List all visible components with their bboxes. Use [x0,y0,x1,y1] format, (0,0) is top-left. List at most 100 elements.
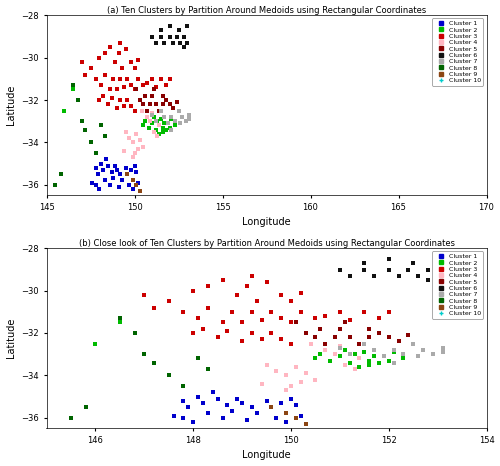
Cluster 3 [189,329,197,337]
Cluster 1 [125,181,133,188]
Cluster 9 [136,187,144,195]
Cluster 9 [124,171,132,178]
Cluster 3 [148,75,156,82]
Cluster 1 [113,166,121,173]
Cluster 6 [384,255,392,263]
Cluster 3 [150,304,158,311]
Cluster 2 [144,124,152,131]
Cluster 3 [106,43,114,51]
Cluster 6 [360,266,368,273]
Cluster 3 [108,94,116,102]
Cluster 4 [136,137,144,144]
Cluster 3 [134,56,142,63]
Cluster 3 [130,107,138,114]
Cluster 2 [370,353,378,360]
Cluster 7 [380,353,388,360]
Cluster 8 [97,122,105,129]
Cluster 1 [238,399,246,406]
Cluster 1 [189,418,197,425]
Cluster 5 [158,92,166,100]
Cluster 5 [172,98,180,106]
Cluster 6 [434,272,442,280]
Cluster 6 [157,33,165,40]
Cluster 3 [92,75,100,82]
Cluster 2 [92,340,100,347]
Cluster 4 [122,128,130,136]
X-axis label: Longitude: Longitude [242,218,291,227]
Cluster 7 [178,113,186,121]
Cluster 6 [424,266,432,273]
Cluster 2 [360,348,368,356]
Cluster 3 [78,58,86,66]
Cluster 4 [302,370,310,377]
Legend: Cluster 1, Cluster 2, Cluster 3, Cluster 4, Cluster 5, Cluster 6, Cluster 7, Clu: Cluster 1, Cluster 2, Cluster 3, Cluster… [432,19,484,86]
Cluster 1 [170,412,177,419]
Cluster 3 [111,58,119,66]
Cluster 5 [316,325,324,333]
Cluster 3 [106,86,114,93]
Cluster 3 [248,272,256,280]
Cluster 7 [168,113,175,121]
Cluster 5 [331,334,339,341]
Cluster 1 [228,408,236,415]
Cluster 3 [127,82,135,89]
Cluster 2 [171,122,179,129]
Cluster 3 [321,312,329,320]
Cluster 1 [199,399,207,406]
Cluster 1 [268,404,276,411]
Cluster 1 [111,162,119,169]
Title: (a) Ten Clusters by Partition Around Medoids using Rectangular Coordinates: (a) Ten Clusters by Partition Around Med… [107,6,426,14]
Cluster 6 [180,43,188,51]
Cluster 8 [56,171,64,178]
Cluster 4 [336,342,344,350]
Cluster 3 [120,103,128,110]
Cluster 1 [127,166,135,173]
Cluster 3 [336,308,344,315]
Cluster 5 [321,340,329,347]
Cluster 2 [346,359,354,366]
Cluster 1 [180,397,188,404]
Cluster 7 [160,113,168,121]
Cluster 3 [127,103,135,110]
Legend: Cluster 1, Cluster 2, Cluster 3, Cluster 4, Cluster 5, Cluster 6, Cluster 7, Clu: Cluster 1, Cluster 2, Cluster 3, Cluster… [432,252,484,319]
Cluster 5 [166,101,173,108]
Cluster 8 [194,355,202,362]
Cluster 1 [208,389,216,396]
Cluster 1 [233,395,241,402]
Cluster 5 [365,334,373,341]
Cluster 7 [157,107,165,114]
Cluster 10 [289,86,297,93]
Cluster 1 [104,162,112,169]
Cluster 3 [164,297,172,305]
Cluster 1 [110,175,118,182]
Cluster 5 [346,334,354,341]
Cluster 3 [384,308,392,315]
Cluster 3 [218,276,226,284]
Cluster 7 [168,126,175,133]
Cluster 8 [100,132,108,140]
Cluster 3 [296,308,304,315]
X-axis label: Longitude: Longitude [242,451,291,460]
Cluster 7 [428,350,436,358]
Cluster 2 [152,126,160,133]
Cluster 3 [134,75,142,82]
Cluster 2 [150,113,158,121]
Cluster 1 [243,416,251,424]
Cluster 1 [94,171,102,178]
Cluster 3 [143,79,151,87]
Cluster 3 [287,340,295,347]
Cluster 1 [97,160,105,167]
Cluster 3 [122,46,130,53]
Cluster 1 [194,393,202,400]
Cluster 3 [114,50,122,57]
Cluster 3 [360,308,368,315]
Cluster 6 [184,22,192,30]
Cluster 7 [390,359,398,366]
Cluster 5 [158,101,166,108]
Cluster 3 [248,308,256,315]
Cluster 2 [69,86,77,93]
Cluster 4 [130,149,138,157]
Cluster 4 [128,153,136,161]
Cluster 5 [169,105,177,112]
Cluster 1 [130,162,138,169]
